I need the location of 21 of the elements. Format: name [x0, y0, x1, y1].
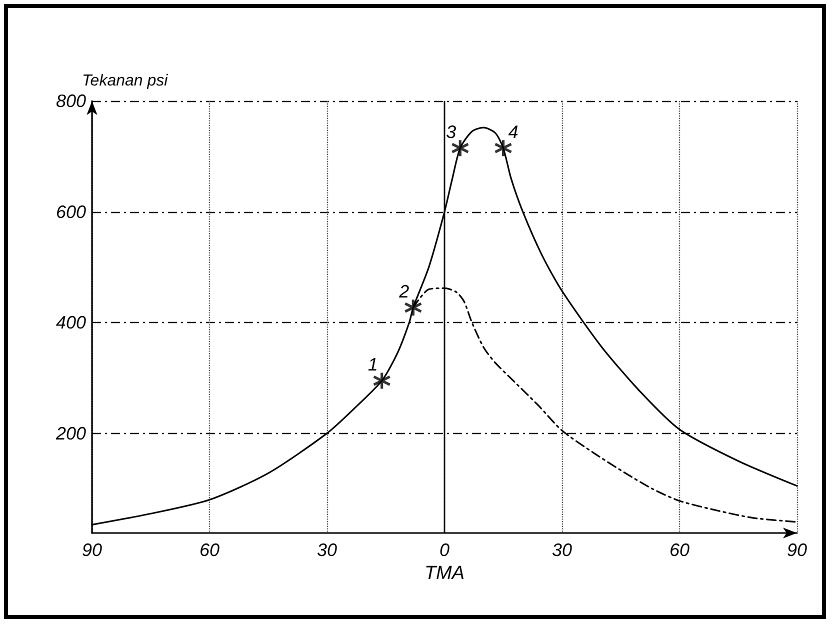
y-tick-label: 400 — [56, 312, 86, 333]
point — [404, 298, 422, 317]
x-tick-label: 90 — [82, 540, 102, 560]
x-tick-label: 30 — [552, 540, 572, 560]
point — [372, 371, 392, 390]
x-tick-label: 60 — [199, 540, 220, 560]
x-tick-label: 30 — [316, 540, 338, 560]
y-tick-label: 200 — [54, 423, 86, 444]
x-tick-label: 0 — [439, 540, 450, 560]
point — [450, 138, 470, 158]
y-axis-title: Tekanan psi — [82, 72, 168, 90]
point — [494, 138, 513, 158]
y-tick-label: 600 — [56, 202, 86, 222]
annotation: 2 — [398, 282, 410, 302]
y-tick-label: 800 — [56, 91, 86, 111]
annotation: 3 — [446, 122, 456, 142]
x-tick-label: 90 — [786, 540, 808, 560]
annotation: 1 — [368, 354, 378, 375]
x-tick-label: 60 — [669, 540, 690, 560]
annotation: 4 — [508, 122, 518, 142]
x-axis-title: TMA — [424, 562, 465, 584]
